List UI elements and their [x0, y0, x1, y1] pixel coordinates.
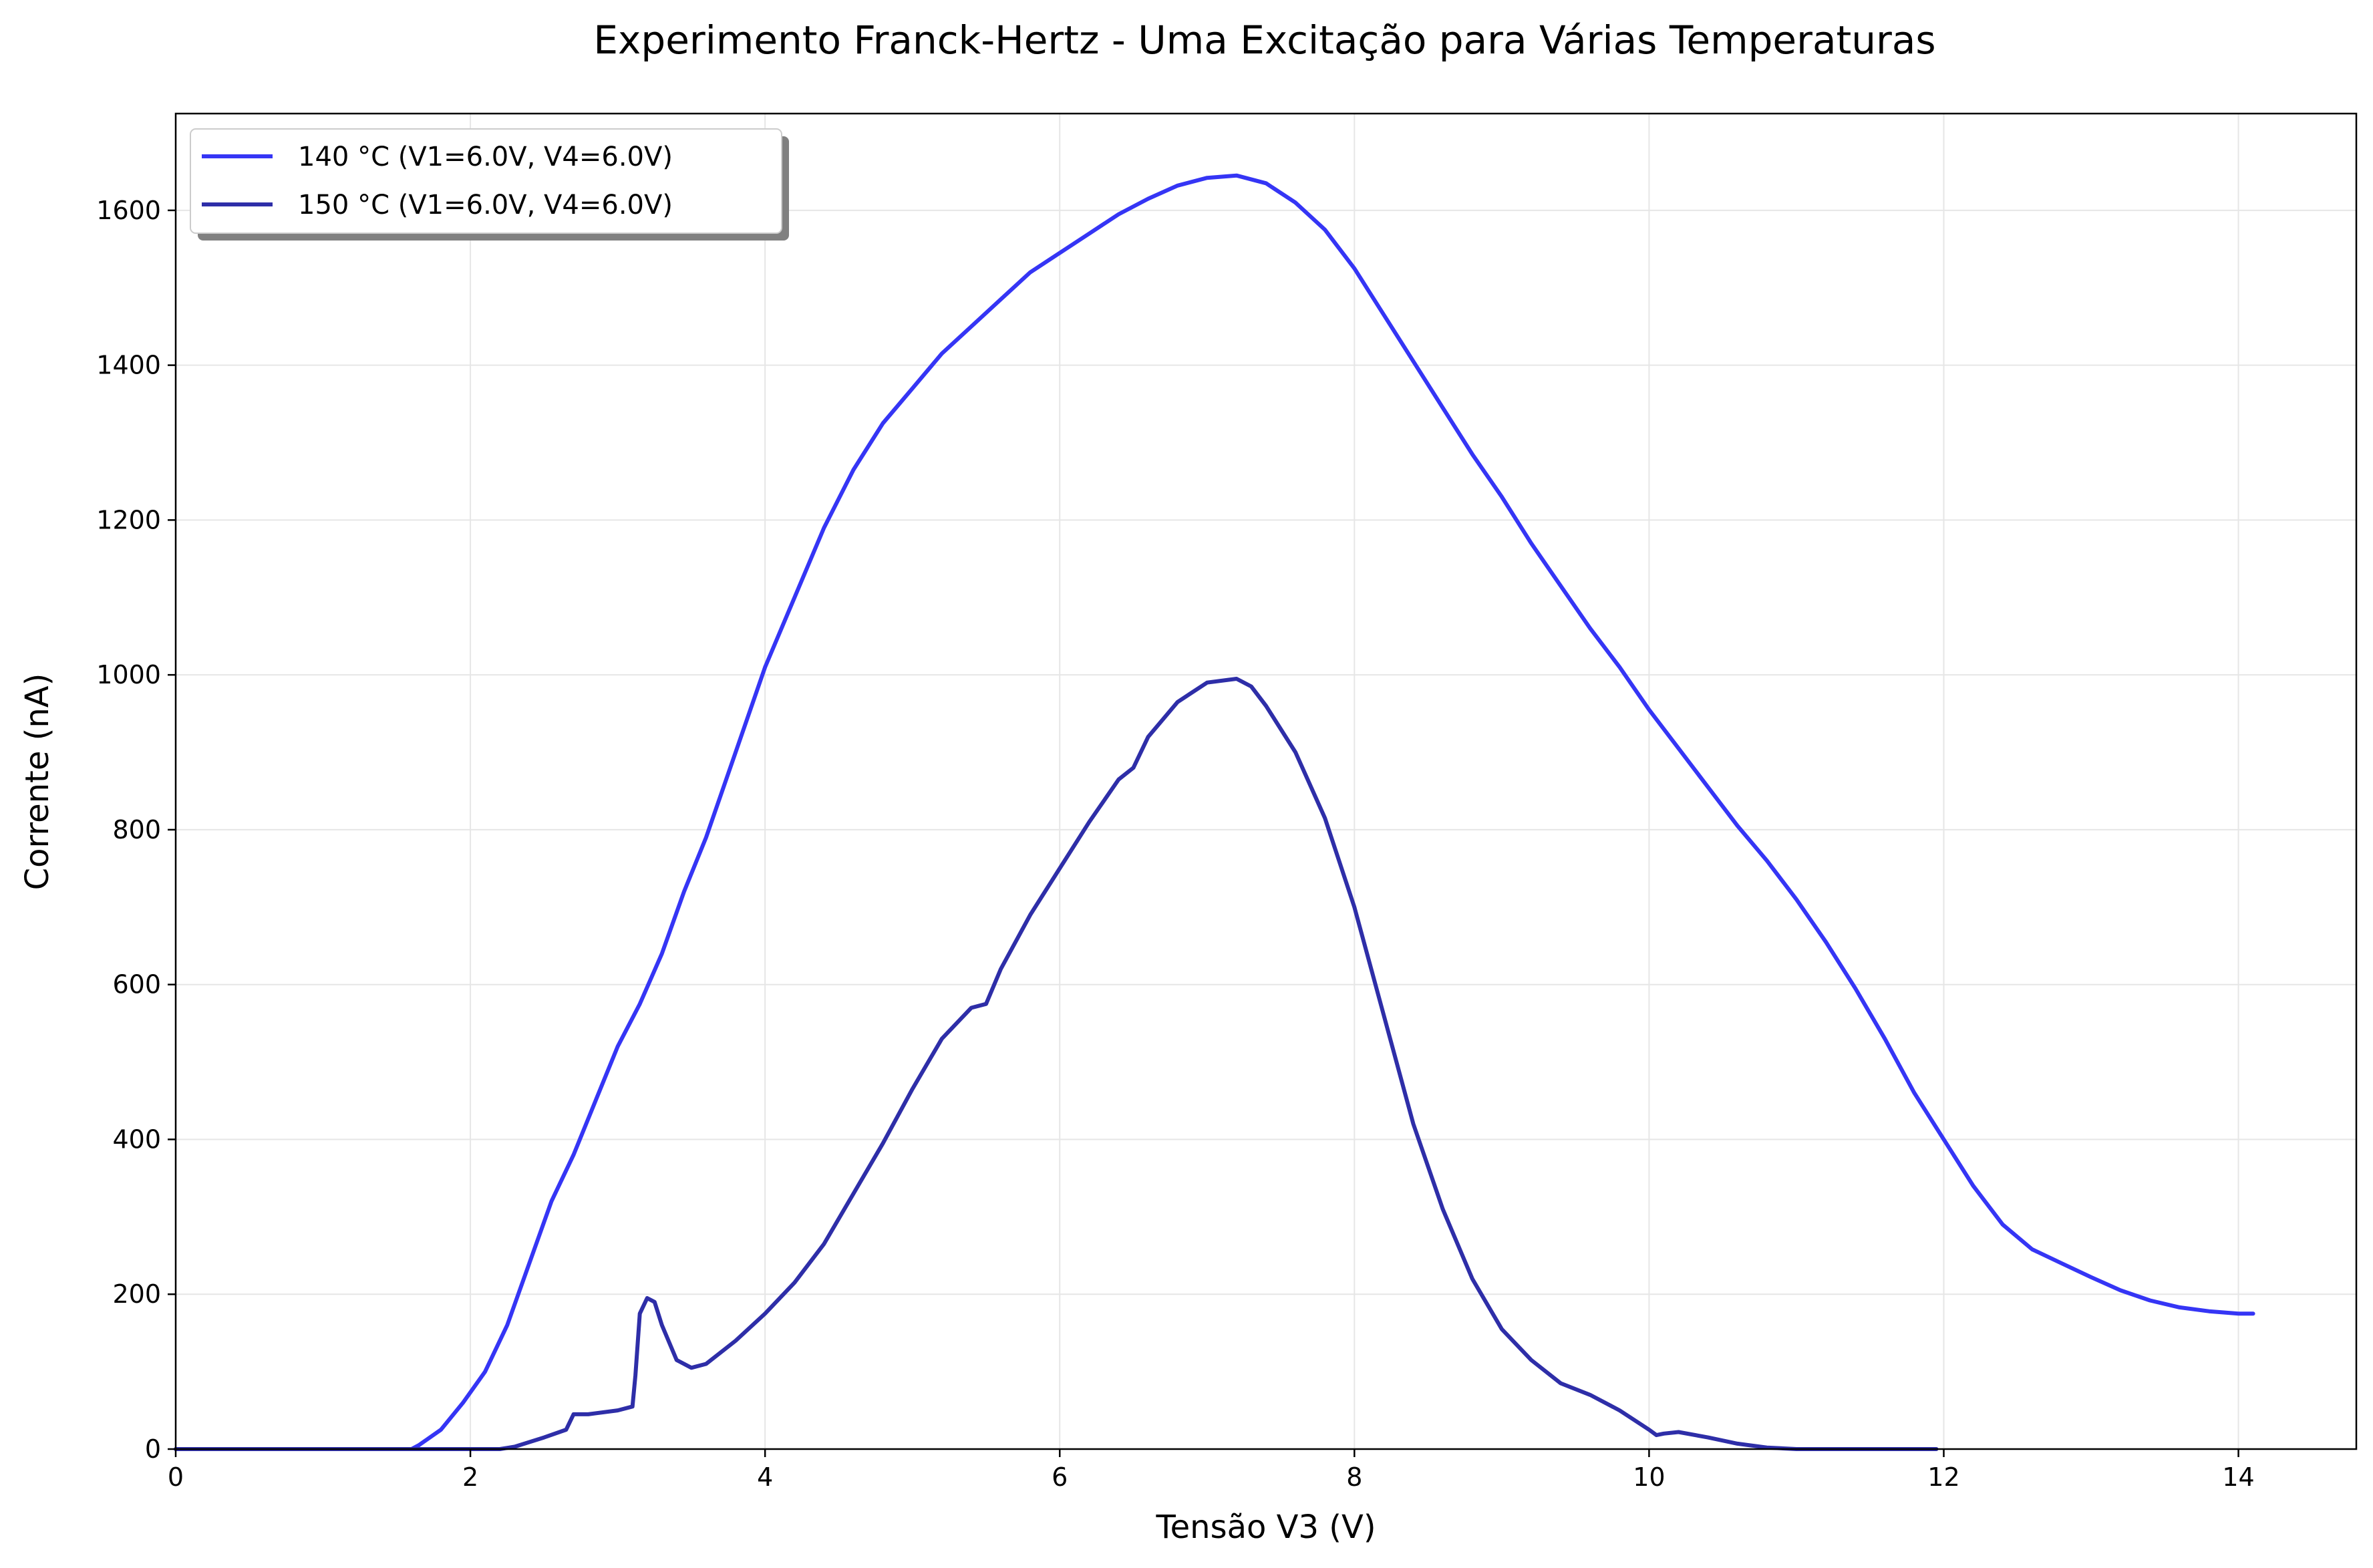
y-tick-label: 600 — [112, 970, 161, 999]
x-tick-label: 0 — [168, 1462, 184, 1492]
x-tick-label: 4 — [757, 1462, 773, 1492]
x-tick-label: 12 — [1927, 1462, 1959, 1492]
y-tick-label: 1400 — [96, 351, 161, 380]
x-tick-label: 14 — [2222, 1462, 2254, 1492]
y-tick-label: 800 — [112, 815, 161, 844]
series-line-150c — [174, 677, 1939, 1451]
chart-title: Experimento Franck-Hertz - Uma Excitação… — [593, 17, 1935, 63]
legend-box — [190, 128, 782, 234]
series-layer — [174, 173, 2255, 1451]
x-tick-label: 6 — [1052, 1462, 1068, 1492]
x-tick-label: 2 — [462, 1462, 478, 1492]
y-axis-title: Corrente (nA) — [19, 673, 56, 891]
legend: 140 °C (V1=6.0V, V4=6.0V) 150 °C (V1=6.0… — [190, 128, 789, 241]
y-tick-label: 1200 — [96, 505, 161, 534]
y-tick-label: 1000 — [96, 660, 161, 689]
y-tick-label: 200 — [112, 1279, 161, 1309]
legend-label-150c: 150 °C (V1=6.0V, V4=6.0V) — [298, 190, 673, 220]
y-tick-label: 1600 — [96, 196, 161, 225]
y-tick-label: 400 — [112, 1124, 161, 1154]
x-axis-title: Tensão V3 (V) — [1155, 1509, 1376, 1546]
x-tick-label: 8 — [1346, 1462, 1362, 1492]
plot-frame — [174, 112, 2358, 1450]
y-tick-label: 0 — [145, 1434, 161, 1464]
legend-label-140c: 140 °C (V1=6.0V, V4=6.0V) — [298, 142, 673, 172]
axis-ticks: 0 2 4 6 8 10 12 14 0 200 400 600 800 1000 1200 1400 1600 — [96, 196, 2254, 1492]
x-tick-label: 10 — [1633, 1462, 1665, 1492]
series-line-140c — [174, 173, 2255, 1451]
